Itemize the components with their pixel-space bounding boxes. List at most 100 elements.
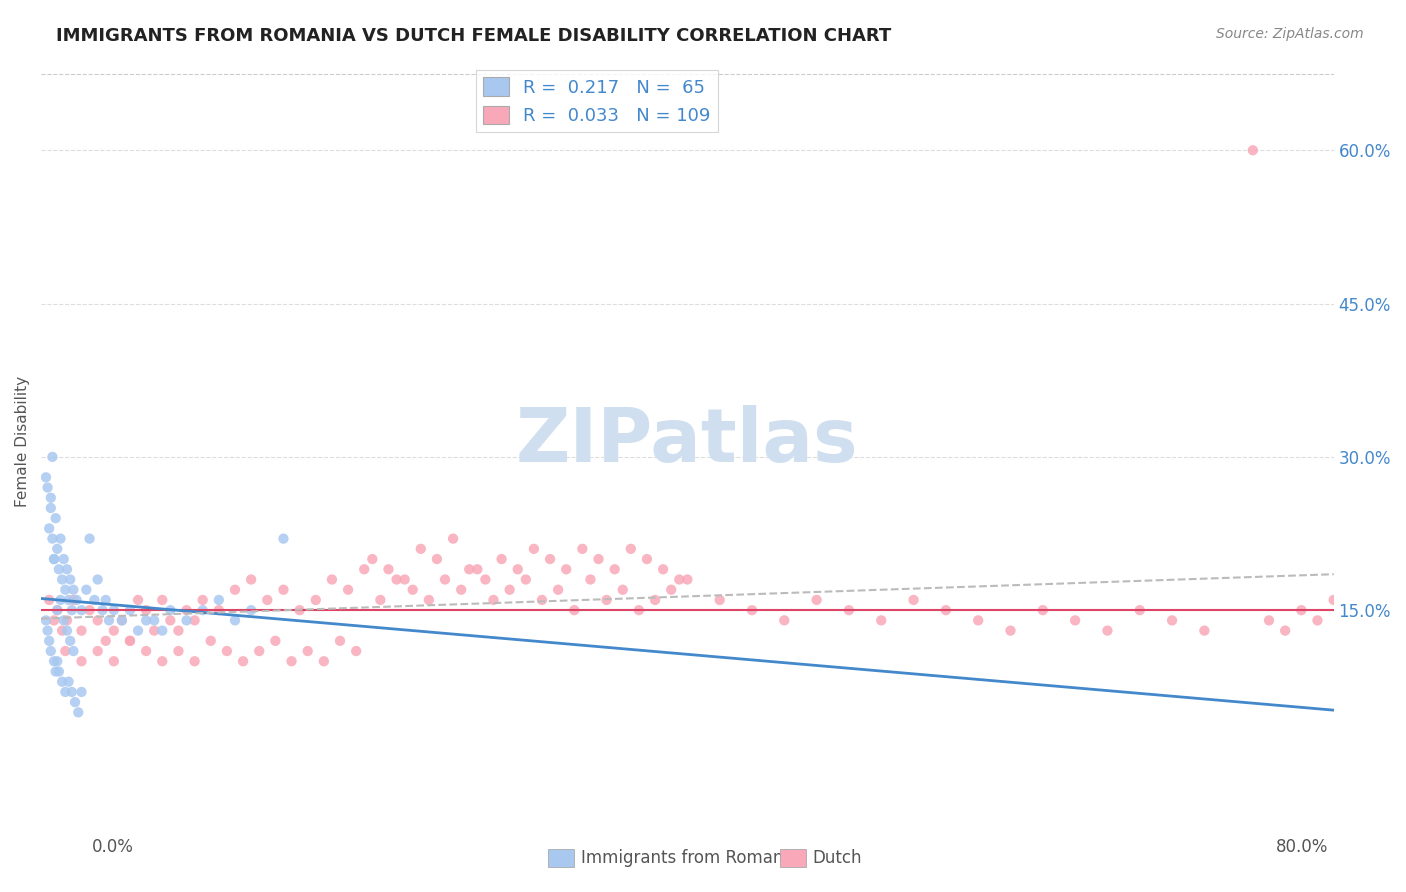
- Point: [418, 593, 440, 607]
- Point: [38, 593, 60, 607]
- Point: [79, 603, 101, 617]
- Point: [571, 541, 593, 556]
- Point: [538, 552, 561, 566]
- Point: [42, 552, 65, 566]
- Y-axis label: Female Disability: Female Disability: [15, 376, 30, 508]
- Point: [46, 603, 69, 617]
- Point: [75, 582, 97, 597]
- Point: [150, 593, 173, 607]
- Point: [344, 644, 367, 658]
- Point: [1386, 603, 1406, 617]
- Point: [167, 644, 190, 658]
- Point: [1032, 603, 1054, 617]
- Point: [806, 593, 828, 607]
- Point: [409, 541, 432, 556]
- Text: 0.0%: 0.0%: [91, 838, 134, 855]
- Point: [79, 532, 101, 546]
- Point: [215, 644, 238, 658]
- Point: [86, 644, 108, 658]
- Point: [46, 654, 69, 668]
- Text: Source: ZipAtlas.com: Source: ZipAtlas.com: [1216, 27, 1364, 41]
- Point: [127, 593, 149, 607]
- Point: [426, 552, 449, 566]
- Point: [150, 624, 173, 638]
- Point: [111, 613, 134, 627]
- Point: [547, 582, 569, 597]
- Point: [191, 603, 214, 617]
- Point: [1064, 613, 1087, 627]
- Point: [35, 613, 58, 627]
- Point: [498, 582, 520, 597]
- Point: [903, 593, 925, 607]
- Point: [42, 654, 65, 668]
- Point: [441, 532, 464, 546]
- Point: [191, 593, 214, 607]
- Point: [49, 532, 72, 546]
- Point: [515, 573, 537, 587]
- Point: [579, 573, 602, 587]
- Point: [70, 624, 93, 638]
- Point: [240, 573, 263, 587]
- Point: [67, 706, 90, 720]
- Point: [394, 573, 416, 587]
- Point: [555, 562, 578, 576]
- Point: [337, 582, 360, 597]
- Point: [329, 633, 352, 648]
- Point: [1355, 613, 1378, 627]
- Point: [482, 593, 505, 607]
- Point: [135, 613, 157, 627]
- Point: [1258, 613, 1281, 627]
- Point: [53, 582, 76, 597]
- Point: [52, 613, 75, 627]
- Point: [56, 624, 79, 638]
- Point: [39, 500, 62, 515]
- Point: [183, 654, 205, 668]
- Point: [1306, 613, 1329, 627]
- Point: [377, 562, 399, 576]
- Point: [467, 562, 489, 576]
- Point: [103, 654, 125, 668]
- Point: [62, 593, 84, 607]
- Point: [676, 573, 699, 587]
- Text: IMMIGRANTS FROM ROMANIA VS DUTCH FEMALE DISABILITY CORRELATION CHART: IMMIGRANTS FROM ROMANIA VS DUTCH FEMALE …: [56, 27, 891, 45]
- Point: [176, 603, 198, 617]
- Point: [506, 562, 529, 576]
- Point: [86, 613, 108, 627]
- Point: [264, 633, 287, 648]
- Point: [709, 593, 731, 607]
- Point: [353, 562, 375, 576]
- Point: [62, 582, 84, 597]
- Point: [150, 654, 173, 668]
- Point: [240, 603, 263, 617]
- Point: [51, 624, 73, 638]
- Point: [176, 613, 198, 627]
- Point: [35, 470, 58, 484]
- Point: [39, 491, 62, 505]
- Point: [143, 613, 166, 627]
- Point: [491, 552, 513, 566]
- Point: [111, 613, 134, 627]
- Point: [159, 603, 181, 617]
- Point: [167, 624, 190, 638]
- Point: [41, 532, 63, 546]
- Point: [58, 593, 80, 607]
- Point: [612, 582, 634, 597]
- Point: [38, 521, 60, 535]
- Point: [59, 633, 82, 648]
- Point: [63, 695, 86, 709]
- Point: [200, 633, 222, 648]
- Point: [838, 603, 860, 617]
- Point: [530, 593, 553, 607]
- Point: [458, 562, 481, 576]
- Point: [45, 511, 67, 525]
- Legend: R =  0.217   N =  65, R =  0.033   N = 109: R = 0.217 N = 65, R = 0.033 N = 109: [477, 70, 717, 132]
- Point: [474, 573, 496, 587]
- Point: [45, 665, 67, 679]
- Point: [773, 613, 796, 627]
- Text: 80.0%: 80.0%: [1277, 838, 1329, 855]
- Point: [135, 644, 157, 658]
- Point: [652, 562, 675, 576]
- Point: [224, 582, 246, 597]
- Point: [70, 603, 93, 617]
- Point: [1161, 613, 1184, 627]
